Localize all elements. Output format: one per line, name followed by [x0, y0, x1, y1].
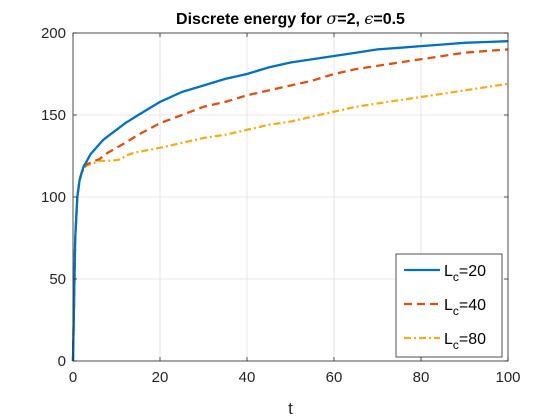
y-tick-label: 0	[58, 353, 66, 370]
x-tick-label: 100	[495, 369, 520, 386]
x-tick-label: 60	[326, 369, 343, 386]
legend-entry-base: L	[444, 297, 453, 314]
y-tick-label: 100	[41, 189, 66, 206]
legend-entry-base: L	[444, 331, 453, 348]
legend-entry-value: =40	[459, 297, 486, 314]
x-tick-label: 0	[69, 369, 77, 386]
title-suffix: =0.5	[373, 11, 405, 28]
y-tick-label: 150	[41, 107, 66, 124]
series-layer	[71, 40, 509, 362]
x-tick-label: 40	[239, 369, 256, 386]
legend-entry-base: L	[444, 263, 453, 280]
chart-title: Discrete energy for σ=2, ϵ=0.5	[176, 9, 405, 28]
legend-entry-label: Lc=80	[444, 331, 486, 352]
legend-entry-subscript: c	[453, 270, 459, 284]
title-prefix: Discrete energy for	[176, 11, 326, 28]
legend-entry-label: Lc=20	[444, 263, 486, 284]
legend-entry-value: =80	[459, 331, 486, 348]
legend-entry-subscript: c	[453, 304, 459, 318]
y-tick-label: 200	[41, 25, 66, 42]
legend-entry-label: Lc=40	[444, 297, 486, 318]
x-tick-label: 80	[413, 369, 430, 386]
title-epsilon-symbol: ϵ	[364, 9, 373, 28]
x-tick-label: 20	[152, 369, 169, 386]
x-axis-label: t	[288, 399, 293, 418]
legend-box	[395, 253, 503, 358]
legend-entry-value: =20	[459, 263, 486, 280]
series-line-20	[71, 40, 509, 362]
title-middle: =2,	[337, 11, 364, 28]
title-sigma-symbol: σ	[326, 9, 338, 28]
series-line-80	[71, 82, 509, 362]
legend-entry-subscript: c	[453, 338, 459, 352]
y-tick-label: 50	[49, 271, 66, 288]
axis-ticks: 0 20 40 60 80 100 0 50 100 150 200	[41, 25, 521, 386]
